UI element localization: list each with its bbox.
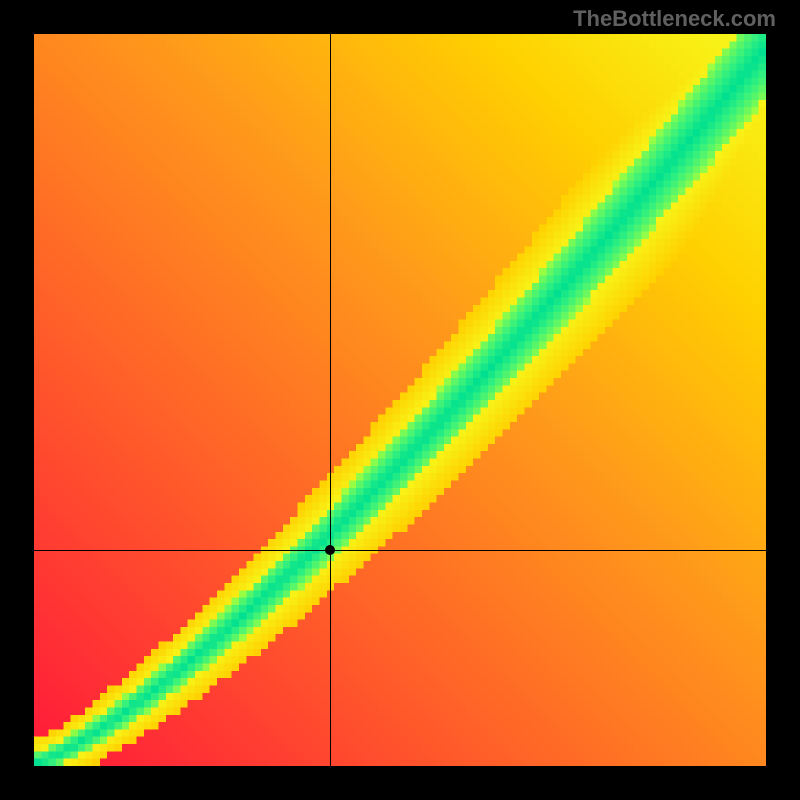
heatmap-canvas	[34, 34, 766, 766]
crosshair-marker	[325, 545, 335, 555]
crosshair-vertical	[330, 34, 331, 766]
crosshair-horizontal	[34, 550, 766, 551]
watermark-text: TheBottleneck.com	[573, 6, 776, 32]
